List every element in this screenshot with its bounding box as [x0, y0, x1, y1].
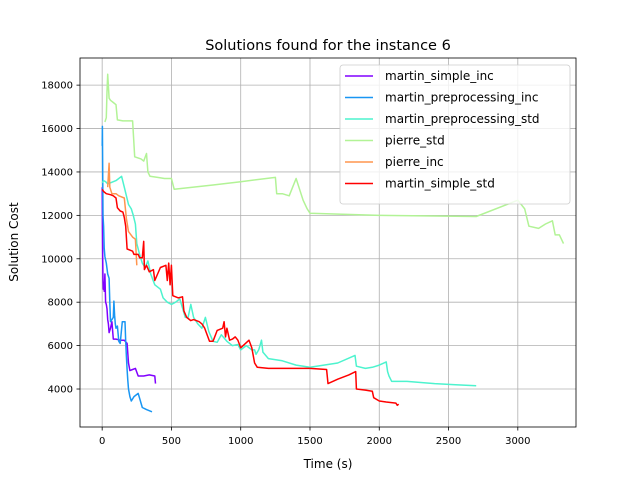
x-tick-label: 0	[99, 436, 105, 447]
series-line-martin-simple-inc	[101, 187, 157, 384]
x-tick-label: 1500	[297, 436, 322, 447]
series-line-martin-simple-std	[101, 188, 400, 407]
x-tick-label: 3000	[505, 436, 530, 447]
x-axis-ticks: 0 500 1000 1500 2000 2500 3000	[99, 427, 531, 447]
legend-label: martin_preprocessing_inc	[385, 91, 539, 105]
legend-label: pierre_std	[385, 134, 445, 148]
y-axis-label: Solution Cost	[7, 202, 21, 282]
y-tick-label: 18000	[41, 81, 73, 92]
y-tick-label: 16000	[41, 124, 73, 135]
series-line-pierre-std	[104, 73, 565, 244]
x-tick-label: 2500	[436, 436, 461, 447]
series-lines	[101, 73, 565, 413]
legend-label: martin_preprocessing_std	[385, 112, 540, 126]
legend-box	[339, 64, 571, 205]
y-tick-label: 12000	[41, 211, 73, 222]
legend: martin_simple_inc martin_preprocessing_in…	[339, 64, 571, 205]
series-line-martin-preprocessing-std	[101, 175, 477, 387]
chart-title: Solutions found for the instance 6	[205, 38, 451, 54]
x-tick-label: 2000	[367, 436, 392, 447]
y-tick-label: 10000	[41, 254, 73, 265]
y-tick-label: 14000	[41, 167, 73, 178]
legend-label: martin_simple_inc	[385, 69, 494, 83]
grid	[80, 58, 576, 427]
plot-area-frame	[79, 57, 577, 428]
series-line-martin-preprocessing-inc	[101, 125, 153, 413]
x-tick-label: 500	[162, 436, 181, 447]
y-tick-label: 4000	[48, 385, 73, 396]
legend-label: pierre_inc	[385, 155, 444, 169]
y-tick-label: 8000	[48, 298, 73, 309]
legend-label: martin_simple_std	[385, 177, 495, 191]
x-tick-label: 1000	[228, 436, 253, 447]
x-axis-label: Time (s)	[303, 457, 353, 471]
y-axis-ticks: 4000 6000 8000 10000 12000 14000 16000 18000	[41, 81, 80, 396]
y-tick-label: 6000	[48, 341, 73, 352]
series-line-pierre-inc	[106, 162, 138, 266]
